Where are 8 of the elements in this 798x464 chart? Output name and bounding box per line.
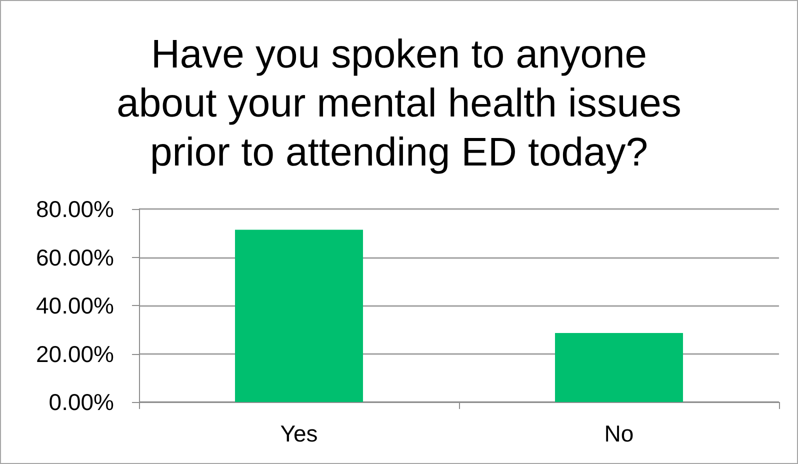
chart-title: Have you spoken to anyone about your mental health issues prior to attending ED today? xyxy=(116,32,682,174)
y-tick-label: 20.00% xyxy=(36,340,114,367)
x-tick-label: No xyxy=(604,420,634,446)
y-tick-label: 60.00% xyxy=(36,244,114,270)
y-tick-label: 40.00% xyxy=(36,292,114,318)
y-tick-label: 0.00% xyxy=(48,389,114,415)
x-tick-label: Yes xyxy=(280,420,318,446)
y-tick-label: 80.00% xyxy=(36,196,114,222)
